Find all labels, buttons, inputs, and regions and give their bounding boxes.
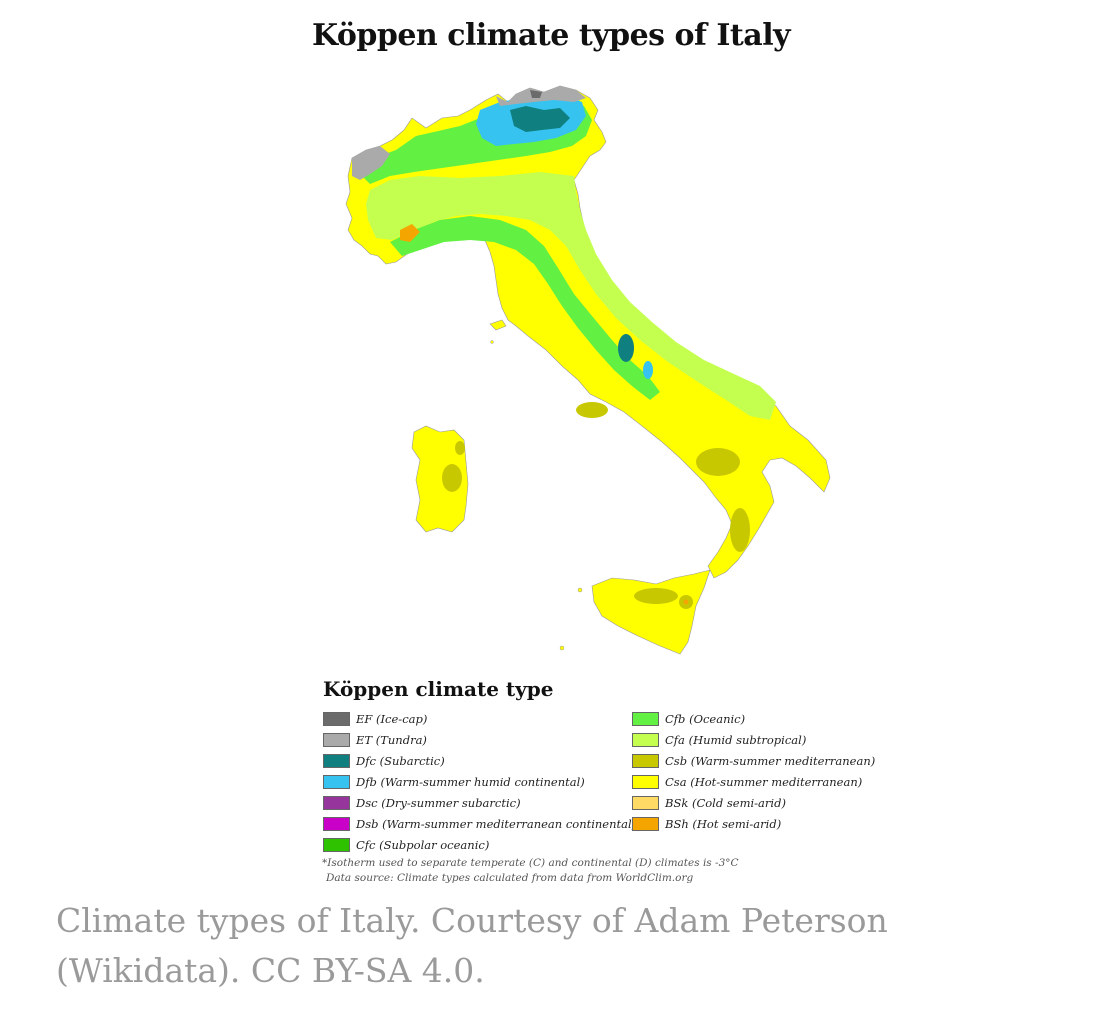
legend-desc: (Warm-summer mediterranean continental) [382, 817, 637, 831]
legend-desc: (Cold semi-arid) [691, 796, 786, 810]
sicily [591, 569, 711, 655]
legend-swatch [323, 712, 350, 726]
legend-item-bsk: BSk (Cold semi-arid) [632, 794, 786, 812]
alpine-ef-patch [530, 90, 542, 98]
legend-desc: (Hot semi-arid) [692, 817, 782, 831]
legend-item-csa: Csa (Hot-summer mediterranean) [632, 773, 862, 791]
legend-code: ET [356, 733, 373, 747]
legend-desc: (Subpolar oceanic) [379, 838, 490, 852]
calabria-csb-zone [696, 448, 740, 476]
lazio-csb-zone [576, 402, 608, 418]
legend-swatch [632, 817, 659, 831]
alpine-et-zone-west [352, 146, 390, 180]
legend-desc: (Warm-summer mediterranean) [690, 754, 876, 768]
isotherm-footnote: *Isotherm used to separate temperate (C)… [322, 857, 739, 869]
legend-swatch [323, 754, 350, 768]
legend-item-dfc: Dfc (Subarctic) [323, 752, 445, 770]
legend-code: Cfc [356, 838, 376, 852]
legend-swatch [323, 796, 350, 810]
map-title: Köppen climate types of Italy [311, 18, 791, 53]
legend-code: Dfc [356, 754, 376, 768]
legend-code: EF [356, 712, 373, 726]
legend-item-et: ET (Tundra) [323, 731, 427, 749]
etna-bsh-spot [683, 599, 689, 605]
legend-code: Cfb [665, 712, 686, 726]
legend-swatch [323, 775, 350, 789]
legend-desc: (Dry-summer subarctic) [381, 796, 521, 810]
legend-item-cfb: Cfb (Oceanic) [632, 710, 745, 728]
legend-swatch [632, 796, 659, 810]
legend-item-ef: EF (Ice-cap) [323, 710, 427, 728]
legend-item-dsc: Dsc (Dry-summer subarctic) [323, 794, 521, 812]
legend-swatch [323, 838, 350, 852]
legend-title: Köppen climate type [323, 677, 554, 701]
elba-island [489, 319, 507, 331]
legend-desc: (Oceanic) [689, 712, 746, 726]
small-island [577, 587, 583, 593]
legend-code: BSk [665, 796, 689, 810]
legend-swatch [632, 733, 659, 747]
legend-item-dsb: Dsb (Warm-summer mediterranean continent… [323, 815, 636, 833]
sardinia [411, 425, 469, 533]
legend-code: Dfb [356, 775, 377, 789]
legend-item-cfa: Cfa (Humid subtropical) [632, 731, 806, 749]
legend-item-cfc: Cfc (Subpolar oceanic) [323, 836, 489, 854]
legend-code: Csa [665, 775, 687, 789]
legend-code: BSh [665, 817, 689, 831]
small-island [559, 645, 565, 651]
ligurian-bsh-patch [400, 224, 420, 242]
legend-swatch [632, 712, 659, 726]
italy-climate-map [345, 85, 831, 655]
legend-item-csb: Csb (Warm-summer mediterranean) [632, 752, 875, 770]
po-valley-cfa-zone [366, 172, 776, 420]
sardinia-csb-zone [442, 464, 462, 492]
legend-desc: (Humid subtropical) [688, 733, 807, 747]
sicily-csb-zone [634, 588, 678, 604]
alpine-dfc-zone [510, 106, 570, 132]
apennine-dfb-spot-2 [643, 361, 653, 379]
legend-desc: (Hot-summer mediterranean) [690, 775, 863, 789]
apennine-dfb-spot [618, 334, 634, 362]
legend-code: Cfa [665, 733, 685, 747]
image-caption: Climate types of Italy. Courtesy of Adam… [56, 901, 888, 990]
legend-item-bsh: BSh (Hot semi-arid) [632, 815, 781, 833]
small-island [490, 340, 494, 344]
legend-desc: (Warm-summer humid continental) [380, 775, 585, 789]
legend-desc: (Tundra) [375, 733, 427, 747]
legend-code: Dsb [356, 817, 379, 831]
sardinia-csb-zone-2 [455, 441, 465, 455]
legend-swatch [632, 775, 659, 789]
data-source-note: Data source: Climate types calculated fr… [326, 872, 694, 884]
legend-desc: (Ice-cap) [376, 712, 428, 726]
legend-item-dfb: Dfb (Warm-summer humid continental) [323, 773, 585, 791]
calabria-csb-zone-2 [730, 508, 750, 552]
legend-desc: (Subarctic) [379, 754, 445, 768]
alpine-et-zone-north [496, 86, 586, 106]
legend-code: Csb [665, 754, 688, 768]
legend-code: Dsc [356, 796, 378, 810]
legend-swatch [632, 754, 659, 768]
legend-swatch [323, 733, 350, 747]
legend-swatch [323, 817, 350, 831]
